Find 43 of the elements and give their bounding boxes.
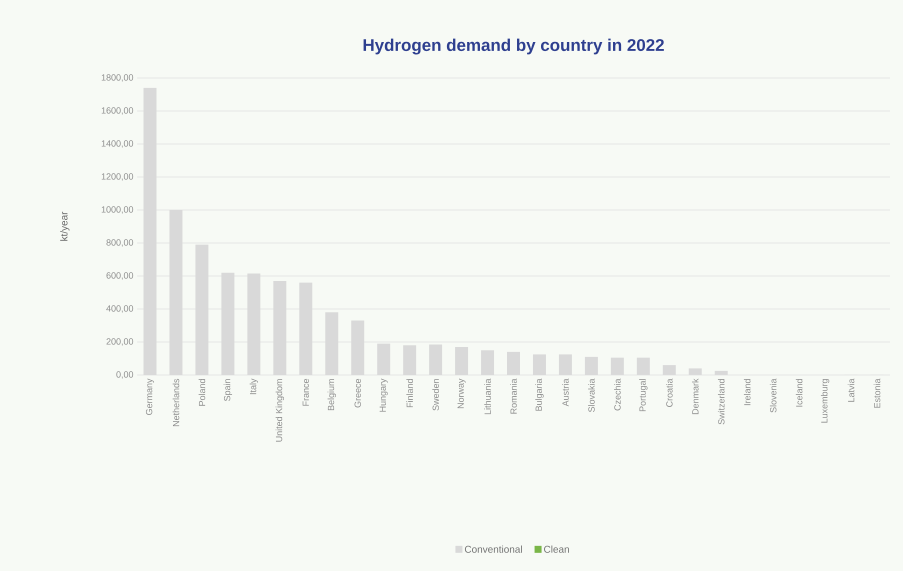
x-tick-label: Czechia [614, 378, 621, 410]
x-tick-label: Germany [146, 378, 154, 415]
x-tick-label: Croatia [666, 378, 673, 407]
x-tick-label: Slovakia [588, 378, 595, 412]
x-tick-label: Sweden [432, 379, 439, 411]
x-tick-label: Estonia [874, 378, 880, 408]
chart-title: Hydrogen demand by country in 2022 [364, 38, 664, 54]
legend-label: Clean [544, 545, 569, 553]
y-tick-label: 1600,00 [102, 107, 134, 115]
x-tick-label: Austria [562, 378, 569, 406]
x-tick-label: Netherlands [172, 378, 180, 426]
x-tick-label: Luxemburg [820, 379, 830, 423]
y-tick-label: 1800,00 [102, 74, 134, 82]
x-tick-label: Switzerland [718, 379, 725, 424]
x-tick-label: Romania [510, 378, 517, 414]
x-tick-label: Belgium [328, 379, 336, 410]
x-tick-label: Slovenia [770, 378, 776, 412]
x-tick-label: United Kingdom [276, 379, 284, 442]
y-tick-label: 0,00 [116, 371, 134, 379]
y-tick-label: 200,00 [106, 338, 134, 346]
x-tick-label: Greece [354, 378, 361, 408]
y-tick-label: 400,00 [106, 305, 134, 313]
x-tick-label: Denmark [692, 378, 699, 414]
x-tick-label: Spain [224, 379, 232, 402]
y-tick-label: 600,00 [106, 272, 134, 280]
x-tick-label: Hungary [380, 378, 388, 412]
x-tick-label: Norway [458, 378, 466, 408]
x-tick-label: Bulgaria [535, 378, 544, 411]
y-tick-label: 1200,00 [102, 173, 134, 181]
x-tick-label: Poland [198, 379, 206, 406]
x-tick-label: Lithuania [484, 378, 491, 414]
y-tick-label: 800,00 [106, 239, 134, 247]
x-tick-label: Latvia [848, 378, 854, 402]
x-tick-label: Finland [406, 379, 413, 408]
y-axis-title: kt/year [60, 212, 70, 241]
x-tick-label: Italy [250, 378, 258, 394]
x-tick-label: Iceland [796, 379, 802, 407]
legend-label: Conventional [464, 545, 522, 553]
y-tick-label: 1400,00 [102, 140, 134, 148]
y-tick-label: 1000,00 [102, 206, 134, 214]
x-tick-label: France [302, 378, 309, 406]
x-tick-label: Ireland [744, 379, 750, 406]
x-tick-label: Portugal [639, 379, 648, 412]
